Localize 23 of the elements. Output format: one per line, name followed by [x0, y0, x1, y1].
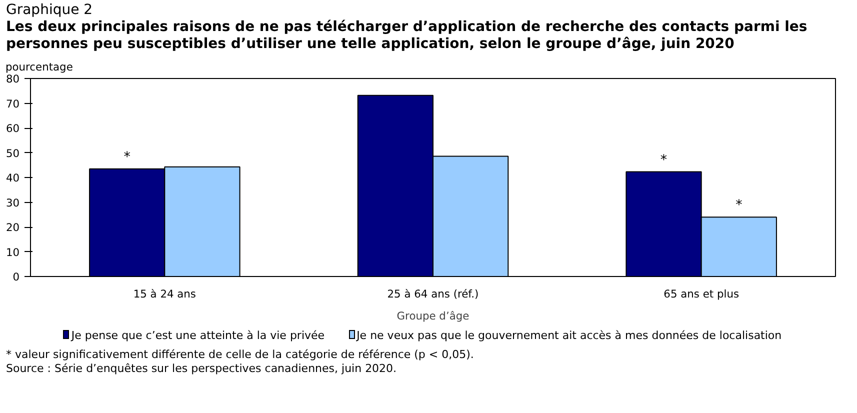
y-tick-label: 40 — [6, 172, 20, 185]
source-note: Source : Série d’enquêtes sur les perspectives canadiennes, juin 2020. — [6, 362, 398, 376]
y-tick-label: 0 — [12, 270, 20, 284]
y-tick-label: 80 — [6, 72, 20, 86]
y-tick-label: 30 — [6, 196, 20, 210]
y-tick-label: 70 — [6, 97, 20, 110]
text: * valeur significativement différente de celle de la catégorie de référence (p < 0,05). — [6, 348, 474, 362]
legend-label: Je pense que c’est une atteinte à la vie privée — [70, 329, 325, 342]
chart-title: Graphique 2 — [6, 2, 94, 19]
y-tick-label: 10 — [6, 246, 20, 259]
annotation: * — [124, 150, 131, 165]
y-axis-title: pourcentage — [6, 60, 73, 74]
x-axis-title: Groupe d’âge — [396, 310, 470, 323]
x-tick-label: 25 à 64 ans (réf.) — [387, 288, 479, 301]
y-tick-label: 20 — [6, 221, 20, 234]
chart-subtitle: Les deux principales raisons de ne pas télécharger d’application de recherche des contacts parmi les personnes peu susceptibles d’utiliser une telle application, selon le groupe d’âge, juin 2020 — [6, 19, 808, 53]
y-tick-label: 50 — [6, 146, 20, 160]
annotation: * — [736, 198, 743, 214]
annotation: * — [660, 152, 668, 168]
y-tick-label: 60 — [6, 122, 20, 136]
x-tick-label: 15 à 24 ans — [133, 288, 196, 301]
legend-label: Je ne veux pas que le gouvernement ait accès à mes données de localisation — [355, 329, 782, 342]
x-tick-label: 65 ans et plus — [664, 288, 740, 301]
